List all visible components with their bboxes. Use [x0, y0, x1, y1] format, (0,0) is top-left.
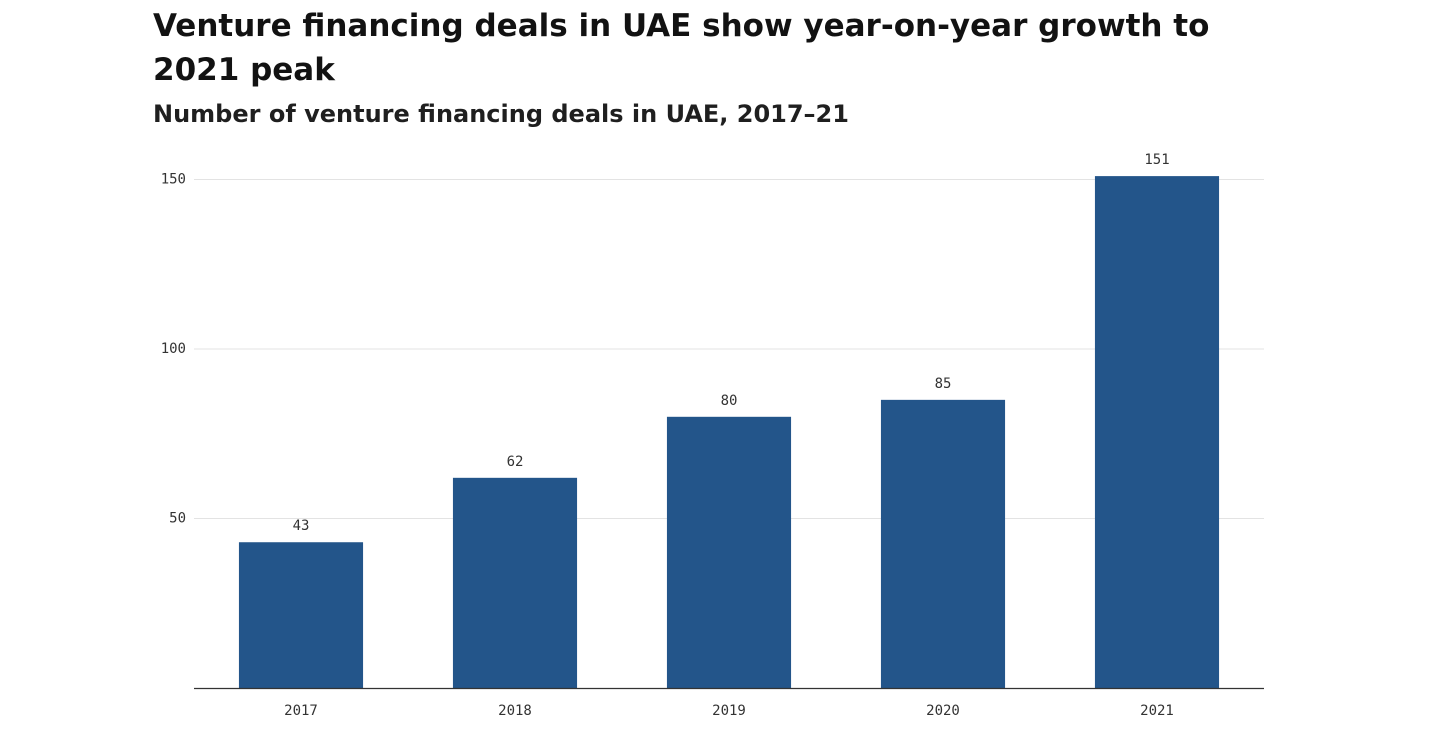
- y-axis-tick-labels: 50 100 150: [161, 172, 186, 527]
- y-tick-label-50: 50: [169, 511, 186, 527]
- x-tick-label-2018: 2018: [498, 703, 532, 719]
- x-axis-labels: 2017 2018 2019 2020 2021: [284, 703, 1174, 719]
- value-label-2021: 151: [1144, 152, 1169, 168]
- chart-title: Venture financing deals in UAE show year…: [153, 8, 1210, 88]
- bar-2017: [238, 542, 364, 688]
- x-tick-label-2017: 2017: [284, 703, 318, 719]
- bar-2019: [666, 416, 792, 688]
- value-label-2018: 62: [507, 454, 524, 470]
- value-label-2020: 85: [935, 376, 952, 392]
- y-tick-label-100: 100: [161, 341, 186, 357]
- value-label-2019: 80: [721, 393, 738, 409]
- x-tick-label-2021: 2021: [1140, 703, 1174, 719]
- x-tick-label-2019: 2019: [712, 703, 746, 719]
- x-tick-label-2020: 2020: [926, 703, 960, 719]
- value-label-2017: 43: [293, 518, 310, 534]
- y-tick-label-150: 150: [161, 172, 186, 188]
- bar-2020: [880, 399, 1006, 688]
- chart-subtitle: Number of venture financing deals in UAE…: [153, 100, 849, 128]
- bar-2018: [452, 477, 578, 688]
- bar-2021: [1094, 176, 1220, 689]
- bars: [238, 176, 1220, 689]
- value-labels: 43 62 80 85 151: [293, 152, 1170, 534]
